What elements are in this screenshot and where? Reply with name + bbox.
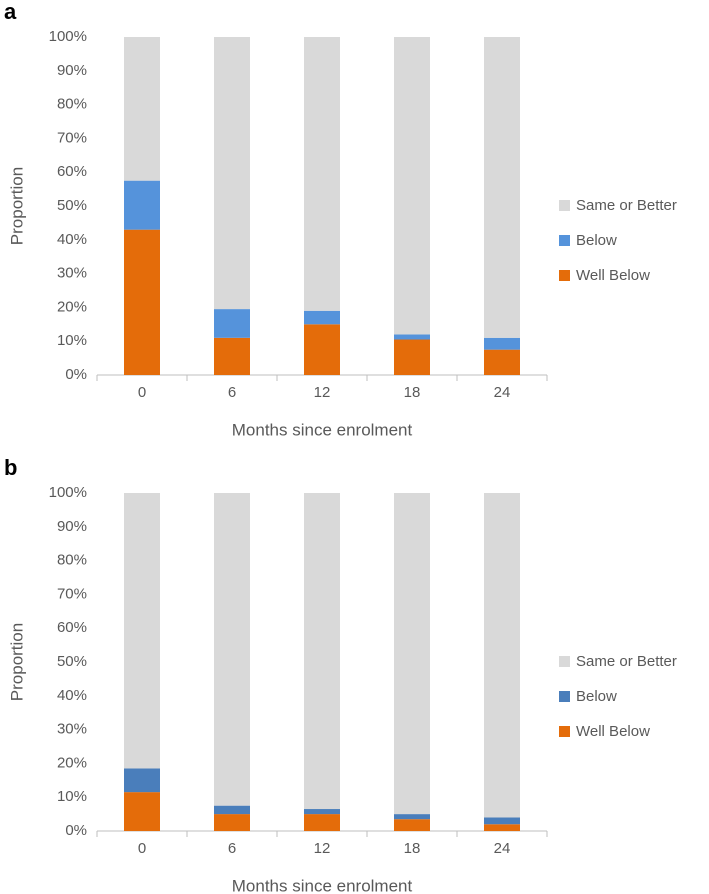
bar-segment — [124, 493, 160, 769]
y-tick-label: 90% — [57, 518, 87, 535]
legend-swatch — [559, 691, 570, 702]
x-axis-title: Months since enrolment — [232, 876, 413, 894]
y-tick-label: 40% — [57, 687, 87, 704]
legend-swatch — [559, 200, 570, 211]
y-tick-label: 50% — [57, 197, 87, 214]
legend-swatch — [559, 726, 570, 737]
legend-swatch — [559, 656, 570, 667]
bar-segment — [394, 819, 430, 831]
y-tick-label: 60% — [57, 619, 87, 636]
y-tick-label: 50% — [57, 653, 87, 670]
y-axis-title: Proportion — [7, 623, 26, 701]
x-tick-label: 0 — [138, 840, 146, 857]
x-axis-title: Months since enrolment — [232, 420, 413, 439]
bar-segment — [214, 37, 250, 310]
bar-segment — [124, 180, 160, 230]
bar-segment — [394, 339, 430, 375]
bar-segment — [394, 334, 430, 340]
bar-segment — [484, 817, 520, 825]
y-tick-label: 20% — [57, 754, 87, 771]
x-tick-label: 24 — [494, 384, 511, 401]
x-tick-label: 12 — [314, 840, 331, 857]
x-tick-label: 12 — [314, 384, 331, 401]
legend-label: Below — [576, 688, 617, 705]
legend-swatch — [559, 235, 570, 246]
legend-label: Well Below — [576, 723, 650, 740]
y-tick-label: 70% — [57, 585, 87, 602]
bar-segment — [214, 337, 250, 375]
bar-segment — [484, 349, 520, 375]
y-tick-label: 30% — [57, 265, 87, 282]
y-tick-label: 80% — [57, 552, 87, 569]
y-axis-title: Proportion — [7, 167, 26, 245]
bar-segment — [484, 824, 520, 831]
panel-label: b — [4, 455, 17, 480]
y-tick-label: 60% — [57, 163, 87, 180]
y-tick-label: 100% — [49, 484, 87, 501]
bar-segment — [304, 310, 340, 325]
bar-segment — [484, 337, 520, 350]
bar-segment — [394, 37, 430, 335]
bar-segment — [124, 792, 160, 831]
y-tick-label: 100% — [49, 28, 87, 45]
legend-swatch — [559, 270, 570, 281]
bar-segment — [394, 814, 430, 820]
bar-segment — [484, 493, 520, 818]
bar-segment — [124, 768, 160, 793]
y-tick-label: 10% — [57, 788, 87, 805]
bar-segment — [304, 324, 340, 375]
x-tick-label: 18 — [404, 384, 421, 401]
bar-segment — [214, 805, 250, 815]
legend-label: Same or Better — [576, 197, 677, 214]
bar-segment — [304, 814, 340, 831]
bar-segment — [304, 37, 340, 311]
bar-segment — [214, 493, 250, 806]
x-tick-label: 18 — [404, 840, 421, 857]
bar-segment — [484, 37, 520, 338]
legend-label: Below — [576, 232, 617, 249]
bar-segment — [304, 493, 340, 810]
x-tick-label: 24 — [494, 840, 511, 857]
y-tick-label: 90% — [57, 62, 87, 79]
panel-label: a — [4, 0, 17, 24]
bar-segment — [124, 229, 160, 375]
x-tick-label: 6 — [228, 840, 236, 857]
legend-label: Same or Better — [576, 653, 677, 670]
y-tick-label: 40% — [57, 231, 87, 248]
y-tick-label: 30% — [57, 721, 87, 738]
bar-segment — [214, 309, 250, 338]
bar-segment — [124, 37, 160, 181]
x-tick-label: 6 — [228, 384, 236, 401]
y-tick-label: 20% — [57, 298, 87, 315]
y-tick-label: 80% — [57, 96, 87, 113]
bar-segment — [304, 809, 340, 815]
bar-segment — [214, 814, 250, 831]
bar-segment — [394, 493, 430, 815]
y-tick-label: 0% — [65, 366, 87, 383]
y-tick-label: 70% — [57, 129, 87, 146]
legend-label: Well Below — [576, 267, 650, 284]
y-tick-label: 10% — [57, 332, 87, 349]
x-tick-label: 0 — [138, 384, 146, 401]
y-tick-label: 0% — [65, 822, 87, 839]
